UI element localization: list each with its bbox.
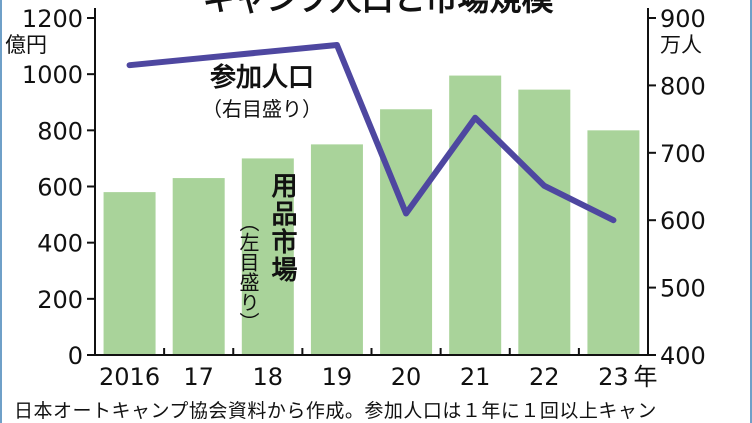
right-tick-label-400: 400	[660, 342, 706, 370]
x-tick-label-2016: 2016	[99, 363, 160, 391]
right-tick-label-900: 900	[660, 5, 706, 33]
x-tick-label-23: 23	[598, 363, 629, 391]
x-tick-label-19: 19	[322, 363, 353, 391]
bar-20	[380, 109, 433, 355]
left-frame-line	[0, 0, 2, 423]
x-tick-label-17: 17	[183, 363, 214, 391]
market-series-note: （左目盛り）	[236, 212, 260, 332]
right-axis-unit: 万人	[660, 33, 702, 57]
bar-23	[587, 130, 640, 355]
right-tick-label-600: 600	[660, 207, 706, 235]
bar-2016	[103, 192, 156, 355]
x-tick-label-18: 18	[253, 363, 284, 391]
bar-19	[310, 144, 363, 355]
x-tick-label-22: 22	[529, 363, 560, 391]
bar-17	[172, 178, 225, 355]
left-tick-label-1200: 1200	[22, 5, 83, 33]
left-tick-label-1000: 1000	[22, 61, 83, 89]
population-point-19	[335, 43, 338, 46]
left-tick-label-200: 200	[37, 286, 83, 314]
population-point-2016	[128, 64, 131, 67]
bar-22	[518, 89, 571, 356]
population-point-21	[474, 116, 477, 119]
x-tick-label-20: 20	[391, 363, 422, 391]
x-axis-unit: 年	[633, 363, 657, 391]
x-tick-label-21: 21	[460, 363, 491, 391]
population-point-23	[612, 219, 615, 222]
population-line	[126, 41, 617, 224]
population-point-20	[405, 212, 408, 215]
chart-title: キャンプ人口と市場規模	[202, 0, 553, 18]
left-tick-label-600: 600	[37, 174, 83, 202]
left-tick-label-800: 800	[37, 117, 83, 145]
right-tick-label-800: 800	[660, 72, 706, 100]
population-series-label: 参加人口	[210, 62, 314, 93]
left-axis-unit: 億円	[5, 33, 47, 57]
population-point-18	[266, 50, 269, 53]
right-tick-label-700: 700	[660, 140, 706, 168]
population-point-17	[197, 57, 200, 60]
right-frame-line	[750, 0, 752, 423]
market-series-label: 用品市場	[267, 172, 297, 284]
left-tick-label-400: 400	[37, 230, 83, 258]
right-tick-label-500: 500	[660, 275, 706, 303]
left-tick-label-0: 0	[68, 342, 83, 370]
population-point-22	[543, 184, 546, 187]
bar-18	[241, 158, 294, 355]
source-footnote: 日本オートキャンプ協会資料から作成。参加人口は１年に１回以上キャン	[14, 400, 657, 422]
population-series-note: （右目盛り）	[202, 97, 322, 121]
